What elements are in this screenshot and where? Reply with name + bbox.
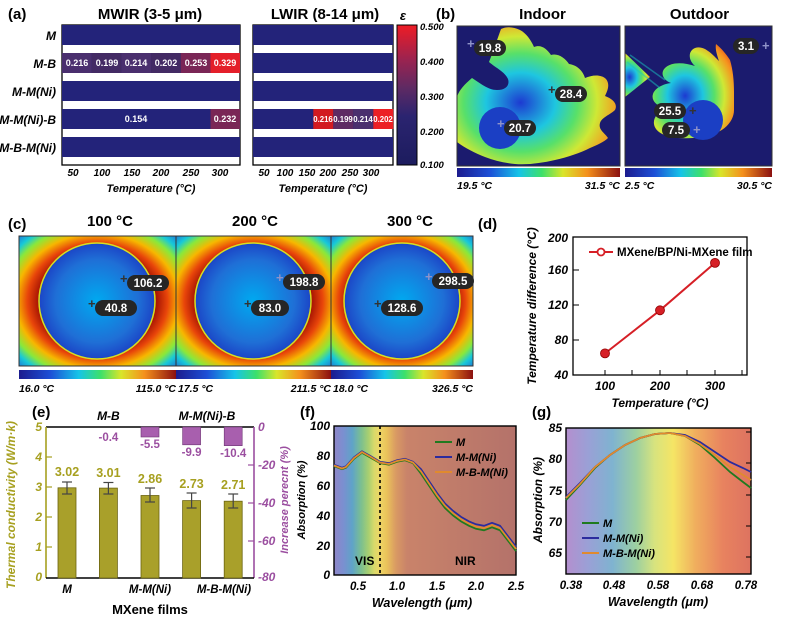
svg-text:+: + bbox=[762, 38, 770, 53]
svg-text:Absorption (%): Absorption (%) bbox=[296, 460, 308, 540]
svg-text:0: 0 bbox=[323, 568, 330, 582]
svg-text:0.48: 0.48 bbox=[603, 580, 626, 592]
svg-text:2.86: 2.86 bbox=[138, 472, 162, 486]
svg-text:120: 120 bbox=[548, 298, 568, 312]
svg-text:300: 300 bbox=[705, 379, 725, 393]
svg-text:M: M bbox=[456, 437, 466, 449]
svg-text:M-B-M(Ni): M-B-M(Ni) bbox=[603, 548, 655, 560]
svg-text:2.5 °C: 2.5 °C bbox=[624, 180, 655, 192]
svg-text:M-B-M(Ni): M-B-M(Ni) bbox=[456, 467, 508, 479]
svg-text:M: M bbox=[603, 518, 613, 530]
svg-text:Increase perecnt (%): Increase perecnt (%) bbox=[279, 446, 291, 554]
svg-text:+: + bbox=[497, 116, 505, 131]
svg-text:19.8: 19.8 bbox=[479, 43, 502, 55]
svg-text:2.5: 2.5 bbox=[507, 581, 525, 593]
svg-text:4: 4 bbox=[34, 450, 42, 464]
svg-text:30.5 °C: 30.5 °C bbox=[737, 180, 773, 192]
svg-text:2: 2 bbox=[34, 510, 42, 524]
svg-text:3.1: 3.1 bbox=[738, 41, 755, 53]
svg-text:100: 100 bbox=[310, 419, 330, 433]
svg-text:2.71: 2.71 bbox=[221, 478, 245, 492]
svg-text:0: 0 bbox=[258, 420, 265, 434]
svg-text:NIR: NIR bbox=[455, 554, 476, 568]
svg-text:+: + bbox=[548, 82, 556, 97]
svg-text:M-M(Ni)-B: M-M(Ni)-B bbox=[179, 409, 236, 423]
svg-text:1: 1 bbox=[35, 540, 42, 554]
svg-text:+: + bbox=[693, 122, 701, 137]
svg-text:M-M(Ni): M-M(Ni) bbox=[603, 533, 644, 545]
svg-text:0.5: 0.5 bbox=[350, 581, 367, 593]
svg-text:80: 80 bbox=[549, 452, 563, 466]
svg-text:MXene films: MXene films bbox=[112, 602, 188, 617]
svg-text:65: 65 bbox=[549, 546, 563, 560]
svg-text:70: 70 bbox=[549, 515, 563, 529]
svg-text:Temperature difference (°C): Temperature difference (°C) bbox=[525, 227, 539, 385]
svg-text:85: 85 bbox=[549, 421, 563, 435]
svg-text:0.38: 0.38 bbox=[560, 580, 583, 592]
svg-text:1.0: 1.0 bbox=[389, 581, 406, 593]
svg-text:VIS: VIS bbox=[355, 554, 374, 568]
svg-text:100: 100 bbox=[595, 379, 615, 393]
svg-text:19.5 °C: 19.5 °C bbox=[457, 180, 493, 192]
svg-text:MXene/BP/Ni-MXene film: MXene/BP/Ni-MXene film bbox=[617, 247, 752, 259]
svg-text:2.0: 2.0 bbox=[467, 581, 485, 593]
svg-text:-10.4: -10.4 bbox=[220, 448, 247, 460]
svg-text:Wavelength (μm): Wavelength (μm) bbox=[608, 595, 708, 609]
svg-text:0: 0 bbox=[35, 570, 42, 584]
svg-text:0.58: 0.58 bbox=[647, 580, 670, 592]
svg-text:3: 3 bbox=[35, 480, 42, 494]
svg-text:2.73: 2.73 bbox=[179, 477, 203, 491]
svg-text:7.5: 7.5 bbox=[668, 125, 685, 137]
svg-text:+: + bbox=[467, 36, 475, 51]
svg-text:25.5: 25.5 bbox=[659, 106, 682, 118]
svg-text:1.5: 1.5 bbox=[429, 581, 446, 593]
svg-text:200: 200 bbox=[547, 231, 568, 245]
svg-text:0.78: 0.78 bbox=[735, 580, 758, 592]
svg-text:5: 5 bbox=[35, 420, 42, 434]
svg-text:+: + bbox=[689, 103, 697, 118]
svg-text:-5.5: -5.5 bbox=[140, 439, 160, 451]
svg-text:20: 20 bbox=[316, 539, 331, 553]
svg-text:31.5 °C: 31.5 °C bbox=[585, 180, 621, 192]
svg-text:Wavelength (μm): Wavelength (μm) bbox=[372, 596, 472, 610]
svg-text:M-M(Ni): M-M(Ni) bbox=[456, 452, 497, 464]
svg-text:3.01: 3.01 bbox=[96, 466, 120, 480]
svg-text:M-B-M(Ni): M-B-M(Ni) bbox=[197, 584, 251, 596]
svg-text:28.4: 28.4 bbox=[560, 89, 583, 101]
svg-text:Absorption (%): Absorption (%) bbox=[531, 457, 545, 544]
svg-text:-0.4: -0.4 bbox=[98, 432, 118, 444]
svg-text:160: 160 bbox=[548, 263, 568, 277]
svg-text:200: 200 bbox=[649, 379, 670, 393]
svg-text:20.7: 20.7 bbox=[509, 123, 531, 135]
svg-text:0.68: 0.68 bbox=[691, 580, 714, 592]
svg-text:40: 40 bbox=[554, 368, 569, 382]
svg-text:3.02: 3.02 bbox=[55, 465, 79, 479]
svg-text:75: 75 bbox=[549, 484, 563, 498]
svg-text:80: 80 bbox=[317, 449, 331, 463]
svg-text:M-B: M-B bbox=[97, 409, 120, 423]
svg-text:M-M(Ni): M-M(Ni) bbox=[129, 584, 171, 596]
svg-text:80: 80 bbox=[555, 333, 569, 347]
svg-text:60: 60 bbox=[317, 479, 331, 493]
svg-text:M: M bbox=[62, 584, 72, 596]
svg-text:-9.9: -9.9 bbox=[182, 447, 202, 459]
svg-text:Thermal conductivity (W/m·k): Thermal conductivity (W/m·k) bbox=[4, 421, 18, 589]
svg-text:40: 40 bbox=[316, 509, 331, 523]
